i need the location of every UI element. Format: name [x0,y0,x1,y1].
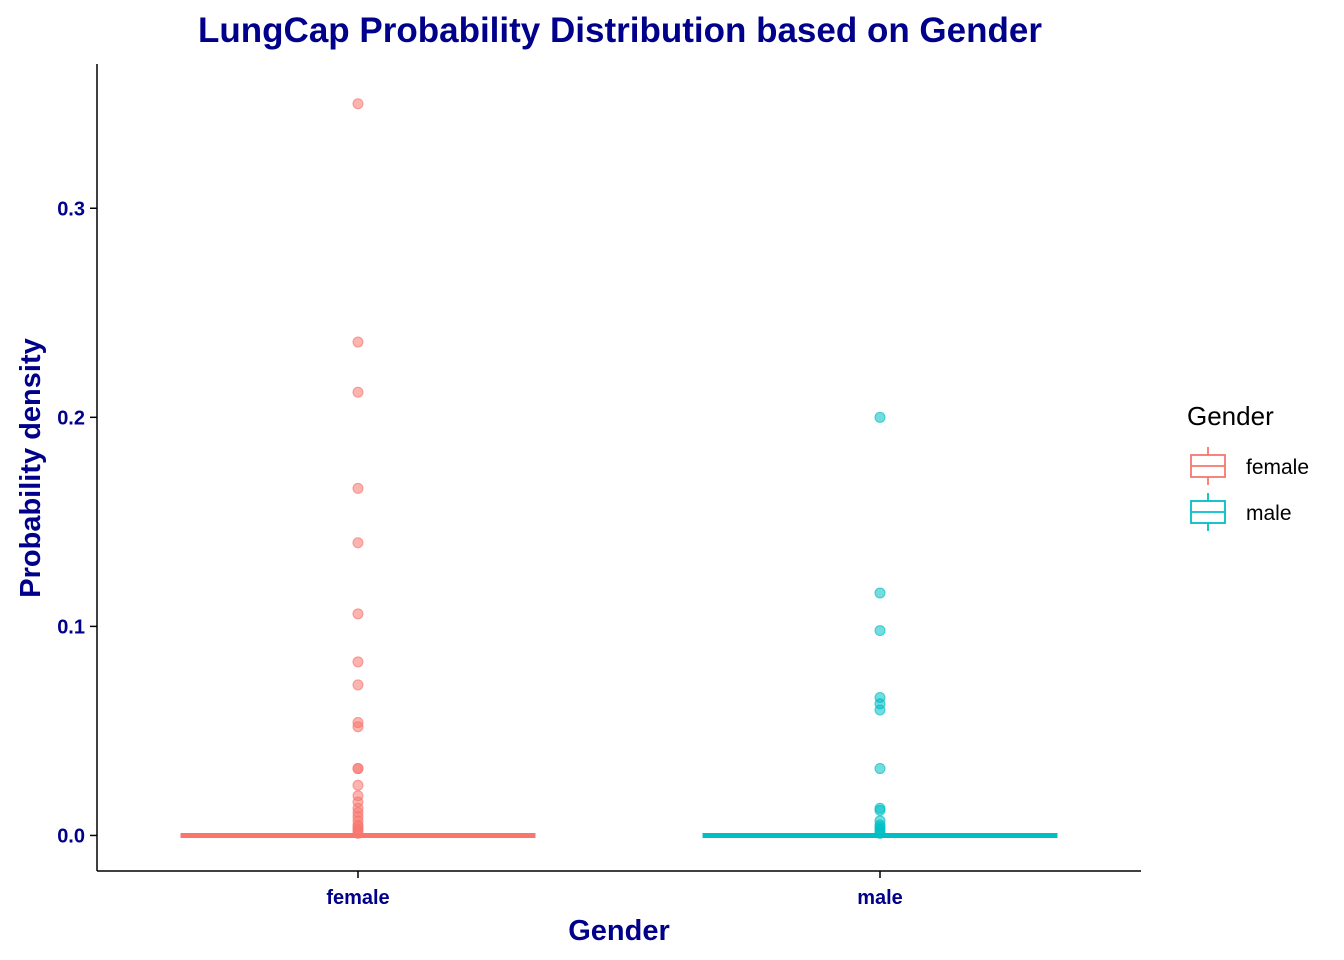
outlier-point [352,779,364,791]
legend-label: male [1246,502,1292,525]
outlier-point [874,411,886,423]
x-tick-label: female [326,887,389,909]
legend-entry-female: female [1190,447,1309,485]
outlier-point [874,827,886,839]
outlier-point [352,386,364,398]
y-tick-label: 0.1 [57,616,85,638]
outlier-point [352,482,364,494]
y-tick-label: 0.3 [57,198,85,220]
plot-area: 0.0 0.1 0.2 0.3 female male [57,64,1141,909]
outliers [352,98,886,839]
outlier-point [352,608,364,620]
outlier-point [874,763,886,775]
chart-title: LungCap Probability Distribution based o… [198,11,1042,50]
outlier-point [352,98,364,110]
x-tick-label: male [857,887,903,909]
outlier-point [874,587,886,599]
legend-entry-male: male [1190,493,1292,531]
y-tick-label: 0.2 [57,407,85,429]
x-ticks: female male [326,871,903,909]
outlier-point [874,704,886,716]
outlier-point [352,656,364,668]
outlier-point [352,679,364,691]
outlier-point [874,625,886,637]
y-axis-title: Probability density [15,338,47,597]
outlier-point [352,721,364,733]
outlier-point [352,537,364,549]
outlier-point [352,763,364,775]
y-ticks: 0.0 0.1 0.2 0.3 [57,198,97,847]
legend-title: Gender [1187,401,1274,431]
legend-label: female [1246,456,1309,479]
x-axis-title: Gender [568,915,670,947]
outlier-point [352,336,364,348]
outlier-point [352,827,364,839]
legend-entries: female male [1190,447,1309,531]
legend: Gender female male [1187,401,1309,531]
y-tick-label: 0.0 [57,825,85,847]
outlier-point [874,804,886,816]
